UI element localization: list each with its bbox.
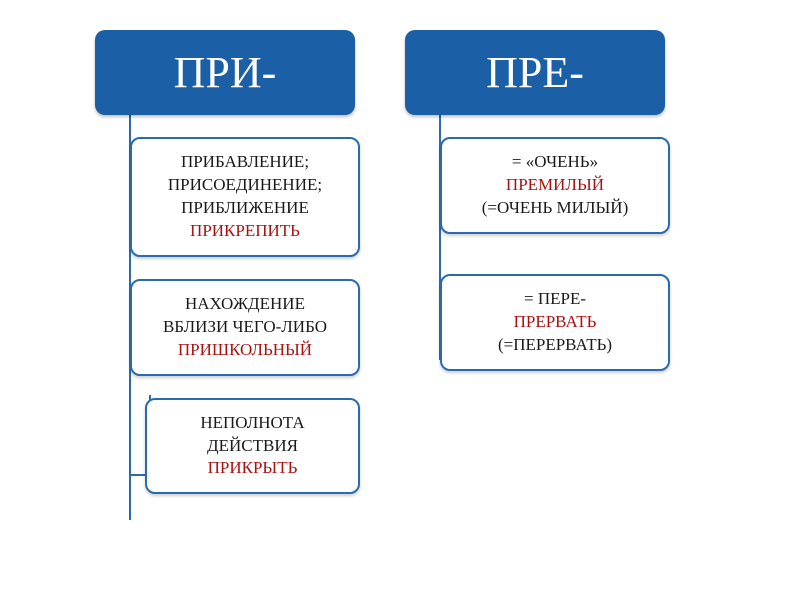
text-line: ВБЛИЗИ ЧЕГО-ЛИБО	[142, 316, 348, 339]
text-line: = «ОЧЕНЬ»	[452, 151, 658, 174]
example-word: ПРИШКОЛЬНЫЙ	[142, 339, 348, 362]
example-sub: (=ОЧЕНЬ МИЛЫЙ)	[452, 197, 658, 220]
text-line: НЕПОЛНОТА	[157, 412, 348, 435]
text-line: ДЕЙСТВИЯ	[157, 435, 348, 458]
text-line: ПРИБАВЛЕНИЕ;	[142, 151, 348, 174]
text-line: НАХОЖДЕНИЕ	[142, 293, 348, 316]
text-line: ПРИСОЕДИНЕНИЕ;	[142, 174, 348, 197]
text-line: ПРИБЛИЖЕНИЕ	[142, 197, 348, 220]
pri-meaning-3: НЕПОЛНОТА ДЕЙСТВИЯ ПРИКРЫТЬ	[145, 398, 360, 495]
example-word: ПРЕРВАТЬ	[452, 311, 658, 334]
example-word: ПРИКРЫТЬ	[157, 457, 348, 480]
text-line: = ПЕРЕ-	[452, 288, 658, 311]
pri-meaning-2: НАХОЖДЕНИЕ ВБЛИЗИ ЧЕГО-ЛИБО ПРИШКОЛЬНЫЙ	[130, 279, 360, 376]
pri-column: ПРИ- ПРИБАВЛЕНИЕ; ПРИСОЕДИНЕНИЕ; ПРИБЛИЖ…	[90, 30, 360, 494]
pre-meaning-1: = «ОЧЕНЬ» ПРЕМИЛЫЙ (=ОЧЕНЬ МИЛЫЙ)	[440, 137, 670, 234]
pre-column: ПРЕ- = «ОЧЕНЬ» ПРЕМИЛЫЙ (=ОЧЕНЬ МИЛЫЙ) =…	[400, 30, 670, 371]
example-sub: (=ПЕРЕРВАТЬ)	[452, 334, 658, 357]
example-word: ПРЕМИЛЫЙ	[452, 174, 658, 197]
pri-meaning-1: ПРИБАВЛЕНИЕ; ПРИСОЕДИНЕНИЕ; ПРИБЛИЖЕНИЕ …	[130, 137, 360, 257]
pre-header: ПРЕ-	[405, 30, 665, 115]
pri-header: ПРИ-	[95, 30, 355, 115]
pre-meaning-2: = ПЕРЕ- ПРЕРВАТЬ (=ПЕРЕРВАТЬ)	[440, 274, 670, 371]
example-word: ПРИКРЕПИТЬ	[142, 220, 348, 243]
